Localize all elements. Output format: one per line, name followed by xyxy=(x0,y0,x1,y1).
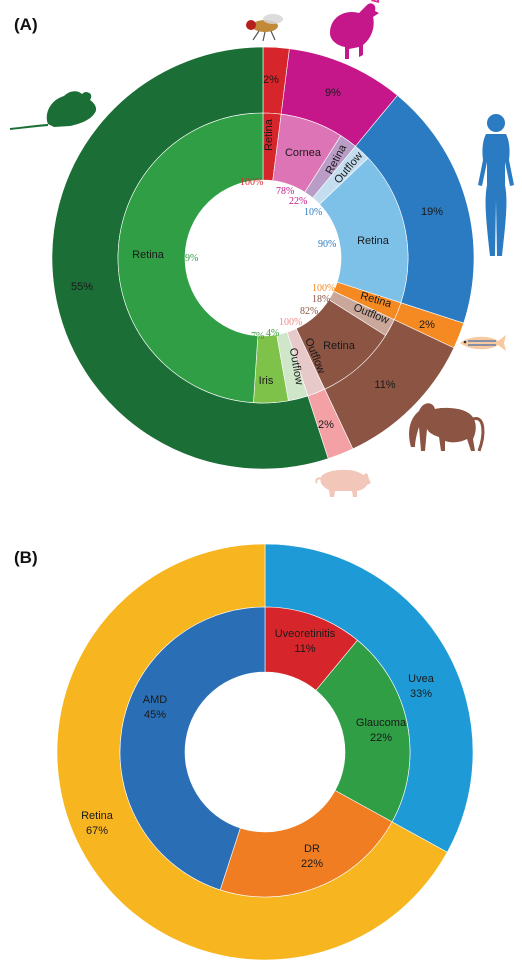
human-icon xyxy=(478,114,514,256)
outer-label-fly: 2% xyxy=(263,74,279,86)
monkey-icon xyxy=(409,403,485,452)
outer-label-pig: 2% xyxy=(318,419,334,431)
panel-b-inner-ring xyxy=(119,606,411,898)
b-inner-pct-glaucoma: 22% xyxy=(370,732,392,744)
zebrafish-icon xyxy=(460,335,506,351)
panel-b: (B) Uvea 33% Retina 67% Uveoretinitis 11… xyxy=(14,543,474,961)
a-inner-slice-11 xyxy=(117,112,264,404)
panel-a-inner-ring xyxy=(117,112,409,404)
panel-a-outer-ring xyxy=(51,46,475,470)
panel-a-label: (A) xyxy=(14,15,38,34)
b-inner-pct-uveoretinitis: 11% xyxy=(294,643,315,655)
pig-icon xyxy=(315,469,371,497)
outer-label-chicken: 9% xyxy=(325,87,341,99)
pct-chicken-cornea: 78% xyxy=(276,186,294,197)
b-outer-label-retina: Retina xyxy=(81,810,114,822)
inner-label-monkey-retina: Retina xyxy=(323,340,356,352)
pct-human-retina: 90% xyxy=(318,239,336,250)
chicken-icon xyxy=(330,0,379,59)
pct-mouse-retina: 89% xyxy=(180,253,198,264)
b-outer-label-uvea: Uvea xyxy=(408,673,435,685)
pct-zebrafish-retina: 100% xyxy=(312,283,335,294)
outer-label-human: 19% xyxy=(421,206,443,218)
b-inner-label-dr: DR xyxy=(304,843,320,855)
b-inner-pct-dr: 22% xyxy=(301,858,323,870)
pct-mouse-iris: 7% xyxy=(251,331,264,342)
mouse-icon xyxy=(9,91,97,130)
b-inner-label-uveoretinitis: Uveoretinitis xyxy=(275,628,336,640)
pct-monkey-retina: 82% xyxy=(300,306,318,317)
outer-label-monkey: 11% xyxy=(374,379,395,391)
panel-a: (A) 2% 9% 19% 2% 11% 2% 55% Retina Corne… xyxy=(9,0,514,497)
b-inner-pct-amd: 45% xyxy=(144,709,166,721)
b-inner-slice-1 xyxy=(315,639,411,823)
pct-mouse-outflow: 4% xyxy=(266,328,279,339)
outer-label-zebrafish: 2% xyxy=(419,319,435,331)
b-inner-label-glaucoma: Glaucoma xyxy=(356,717,407,729)
panel-b-outer-ring xyxy=(56,543,474,961)
inner-label-human-retina: Retina xyxy=(357,235,390,247)
pct-monkey-outflow: 18% xyxy=(312,294,330,305)
inner-label-fly-retina: Retina xyxy=(263,118,275,151)
panel-b-label: (B) xyxy=(14,548,38,567)
outer-label-mouse: 55% xyxy=(71,281,93,293)
b-inner-label-amd: AMD xyxy=(143,694,168,706)
inner-label-mouse-iris: Iris xyxy=(259,375,274,387)
pct-pig-outflow: 100% xyxy=(279,317,302,328)
b-outer-pct-retina: 67% xyxy=(86,825,108,837)
fly-icon xyxy=(246,14,283,42)
inner-label-chicken-cornea: Cornea xyxy=(285,147,322,159)
pct-chicken-retina-outflow: 22% xyxy=(289,196,307,207)
pct-fly-retina: 100% xyxy=(240,177,263,188)
b-outer-pct-uvea: 33% xyxy=(410,688,432,700)
b-inner-slice-2 xyxy=(219,790,393,898)
inner-label-mouse-retina: Retina xyxy=(132,249,165,261)
b-inner-slice-3 xyxy=(119,606,266,891)
pct-human-outflow: 10% xyxy=(304,207,322,218)
